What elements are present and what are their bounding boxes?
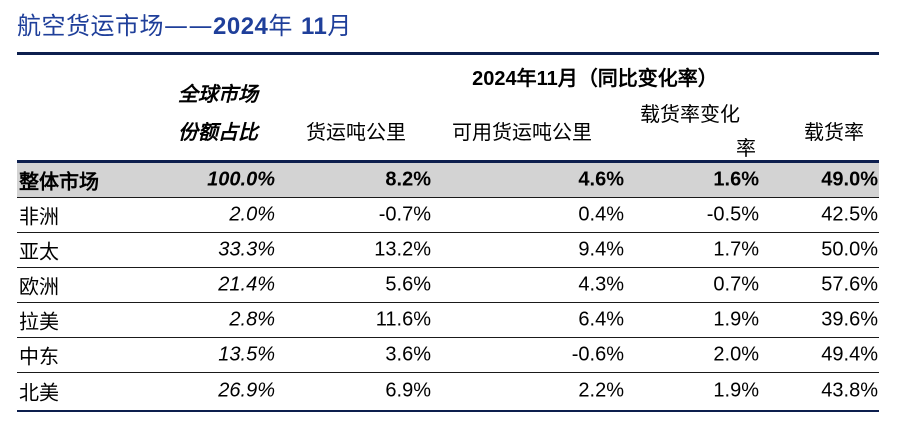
actk-cell: 9.4% [578,238,624,261]
title-month: 11 [301,13,328,40]
actk-cell: 4.6% [578,168,624,191]
table-top-rule [17,52,879,55]
header-share-line2: 份额占比 [178,120,258,144]
table-row-total: 整体市场 100.0% 8.2% 4.6% 1.6% 49.0% [17,163,879,198]
actk-cell: 2.2% [578,379,624,401]
lf-cell: 39.6% [821,308,878,331]
share-cell: 2.8% [229,308,275,331]
table-row: 非洲 2.0% -0.7% 0.4% -0.5% 42.5% [17,198,879,233]
ctk-cell: 13.2% [374,238,431,261]
header-ctk: 货运吨公里 [306,120,406,144]
title-year-char: 年 [268,12,293,40]
region-cell: 整体市场 [19,171,99,194]
lf-change-cell: 0.7% [713,273,759,296]
table-bottom-rule [17,410,879,412]
actk-cell: -0.6% [571,343,624,366]
share-cell: 26.9% [218,379,275,401]
lf-change-cell: -0.5% [706,203,759,226]
title-prefix: 航空货运市场—— [17,12,213,40]
share-cell: 100.0% [207,168,275,191]
region-cell: 亚太 [19,241,59,264]
lf-change-cell: 1.7% [713,238,759,261]
ctk-cell: -0.7% [378,203,431,226]
page-title: 航空货运市场——2024年 11月 [17,6,352,41]
ctk-cell: 3.6% [385,343,431,366]
ctk-cell: 5.6% [385,273,431,296]
region-cell: 中东 [19,346,59,369]
actk-cell: 4.3% [578,273,624,296]
ctk-cell: 11.6% [375,308,431,331]
header-actk: 可用货运吨公里 [452,120,592,144]
ctk-cell: 8.2% [385,168,431,191]
region-cell: 拉美 [19,311,59,334]
lf-change-cell: 2.0% [713,343,759,366]
region-cell: 非洲 [19,206,59,229]
actk-cell: 6.4% [578,308,624,331]
title-year: 2024 [213,13,269,40]
data-table-body: 整体市场 100.0% 8.2% 4.6% 1.6% 49.0% 非洲 2.0%… [17,163,879,408]
lf-change-cell: 1.9% [713,379,759,401]
ctk-cell: 6.9% [385,379,431,401]
lf-cell: 42.5% [821,203,878,226]
table-row: 亚太 33.3% 13.2% 9.4% 1.7% 50.0% [17,233,879,268]
header-bottom-rule [17,160,879,163]
region-cell: 北美 [19,382,59,404]
header-share-line1: 全球市场 [178,82,258,106]
share-cell: 33.3% [218,238,275,261]
lf-change-cell: 1.9% [713,308,759,331]
lf-change-cell: 1.6% [713,168,759,191]
lf-cell: 43.8% [821,379,878,401]
header-lf: 载货率 [804,120,864,144]
header-period-group: 2024年11月（同比变化率） [472,68,718,90]
table-row: 中东 13.5% 3.6% -0.6% 2.0% 49.4% [17,338,879,373]
header-lf-change-line2: 率 [736,136,756,160]
table-row: 欧洲 21.4% 5.6% 4.3% 0.7% 57.6% [17,268,879,303]
share-cell: 21.4% [218,273,275,296]
table-row: 北美 26.9% 6.9% 2.2% 1.9% 43.8% [17,373,879,408]
table-row: 拉美 2.8% 11.6% 6.4% 1.9% 39.6% [17,303,879,338]
lf-cell: 57.6% [821,273,878,296]
actk-cell: 0.4% [578,203,624,226]
header-lf-change-line1: 载货率变化 [640,102,740,126]
lf-cell: 49.4% [821,343,878,366]
lf-cell: 49.0% [821,168,878,191]
share-cell: 13.5% [218,343,275,366]
share-cell: 2.0% [229,203,275,226]
title-month-char: 月 [327,12,352,40]
region-cell: 欧洲 [19,276,59,299]
lf-cell: 50.0% [821,238,878,261]
